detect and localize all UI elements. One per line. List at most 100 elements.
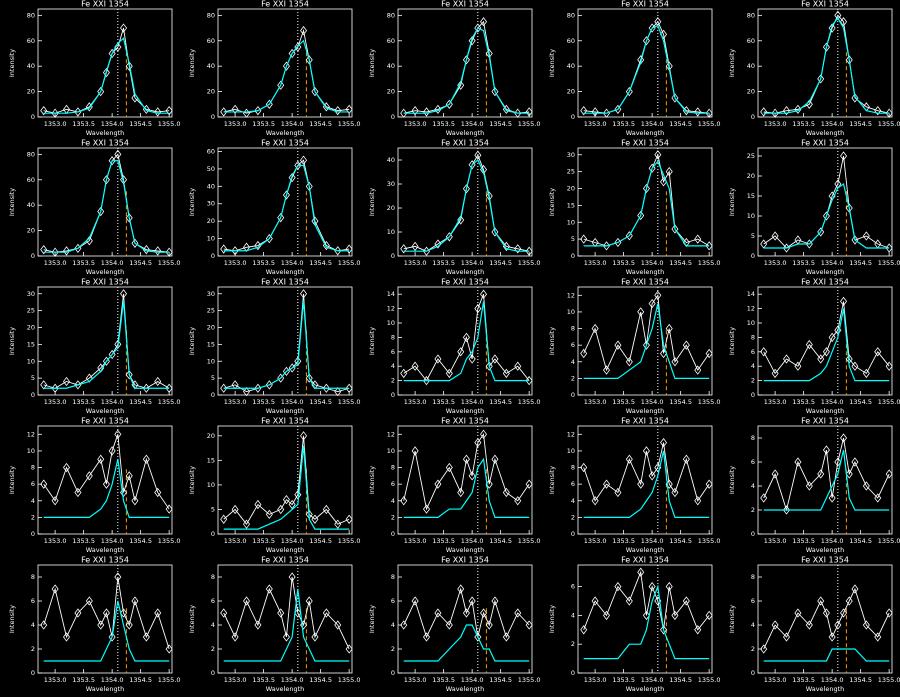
data-point (817, 354, 825, 364)
data-point (474, 632, 482, 642)
data-point (74, 487, 82, 498)
data-point (231, 246, 239, 256)
x-tick-label: 1353.0 (764, 259, 787, 267)
x-tick-label: 1354.5 (849, 259, 872, 267)
data-point (97, 620, 105, 630)
x-tick-label: 1355.0 (878, 676, 900, 684)
y-tick-label: 8 (31, 464, 35, 472)
y-tick-label: 12 (567, 291, 575, 299)
y-axis-label: Intensity (548, 327, 556, 355)
data-point (254, 383, 262, 393)
data-point (834, 620, 842, 630)
y-tick-label: 25 (27, 307, 35, 315)
y-tick-label: 4 (391, 497, 395, 505)
data-point (51, 383, 59, 393)
data-point (822, 211, 830, 221)
y-axis-label: Intensity (8, 327, 16, 355)
y-tick-label: 60 (567, 37, 575, 45)
data-point (805, 481, 813, 491)
data-point (305, 55, 313, 65)
data-point (694, 234, 702, 244)
data-point (642, 36, 650, 46)
data-line (403, 587, 530, 639)
data-point (131, 238, 139, 248)
y-tick-label: 4 (31, 621, 35, 629)
data-point (525, 107, 533, 117)
data-line (403, 433, 530, 511)
y-tick-label: 0 (391, 391, 395, 399)
x-tick-label: 1353.0 (44, 398, 67, 406)
y-tick-label: 6 (391, 597, 395, 605)
chart-title: Fe XXI 1354 (621, 0, 669, 9)
x-tick-label: 1353.0 (224, 398, 247, 406)
plot-frame (217, 147, 353, 257)
x-tick-label: 1353.5 (72, 398, 95, 406)
data-point (411, 361, 419, 371)
data-point (845, 203, 853, 213)
data-line (583, 442, 710, 502)
data-point (445, 368, 453, 379)
x-tick-label: 1353.0 (404, 537, 427, 545)
data-point (220, 244, 228, 254)
chart-title: Fe XXI 1354 (441, 278, 489, 287)
y-axis-label: Intensity (188, 466, 196, 494)
x-tick-label: 1354.5 (489, 398, 512, 406)
chart-title: Fe XXI 1354 (801, 139, 849, 148)
x-tick-label: 1354.5 (669, 120, 692, 128)
data-point (102, 479, 110, 489)
data-point (108, 632, 116, 642)
y-tick-label: 10 (747, 319, 755, 327)
data-line (403, 301, 530, 382)
y-tick-label: 0 (31, 530, 35, 538)
y-tick-label: 80 (747, 11, 755, 19)
y-axis-label: Intensity (728, 327, 736, 355)
y-tick-label: 12 (27, 430, 35, 438)
data-point (457, 215, 465, 225)
data-point (243, 386, 251, 397)
y-axis-label: Intensity (728, 49, 736, 77)
x-tick-label: 1353.5 (72, 120, 95, 128)
y-axis-label: Intensity (188, 188, 196, 216)
data-point (231, 104, 239, 115)
data-point (603, 479, 611, 489)
data-point (783, 632, 791, 642)
data-point (334, 386, 342, 397)
data-point (580, 625, 588, 635)
data-line (763, 301, 890, 375)
data-point (625, 454, 633, 464)
x-tick-label: 1355.0 (158, 259, 181, 267)
data-point (474, 23, 482, 33)
data-point (468, 36, 476, 46)
y-tick-label: 80 (207, 11, 215, 19)
data-point (277, 80, 285, 90)
data-line (583, 160, 710, 247)
data-point (705, 348, 713, 359)
data-point (851, 235, 859, 245)
data-point (445, 620, 453, 630)
data-point (334, 105, 342, 116)
data-point (580, 348, 588, 359)
data-point (885, 469, 893, 479)
data-line (763, 14, 890, 114)
y-tick-label: 2 (571, 374, 575, 382)
data-point (334, 519, 342, 529)
y-tick-label: 0 (571, 530, 575, 538)
y-tick-label: 20 (387, 88, 395, 96)
data-point (760, 239, 768, 249)
data-point (131, 596, 139, 606)
data-point (648, 581, 656, 592)
x-tick-label: 1355.0 (338, 676, 361, 684)
y-tick-label: 6 (751, 458, 755, 466)
y-tick-label: 8 (391, 464, 395, 472)
chart-title: Fe XXI 1354 (801, 278, 849, 287)
y-tick-label: 12 (567, 430, 575, 438)
data-point (254, 620, 262, 630)
y-tick-label: 0 (391, 530, 395, 538)
y-tick-label: 0 (211, 113, 215, 121)
plot-frame (577, 425, 713, 535)
plot-frame (37, 286, 173, 396)
data-line (223, 28, 350, 114)
data-point (400, 620, 408, 630)
data-line (223, 293, 350, 393)
y-tick-label: 2 (751, 645, 755, 653)
